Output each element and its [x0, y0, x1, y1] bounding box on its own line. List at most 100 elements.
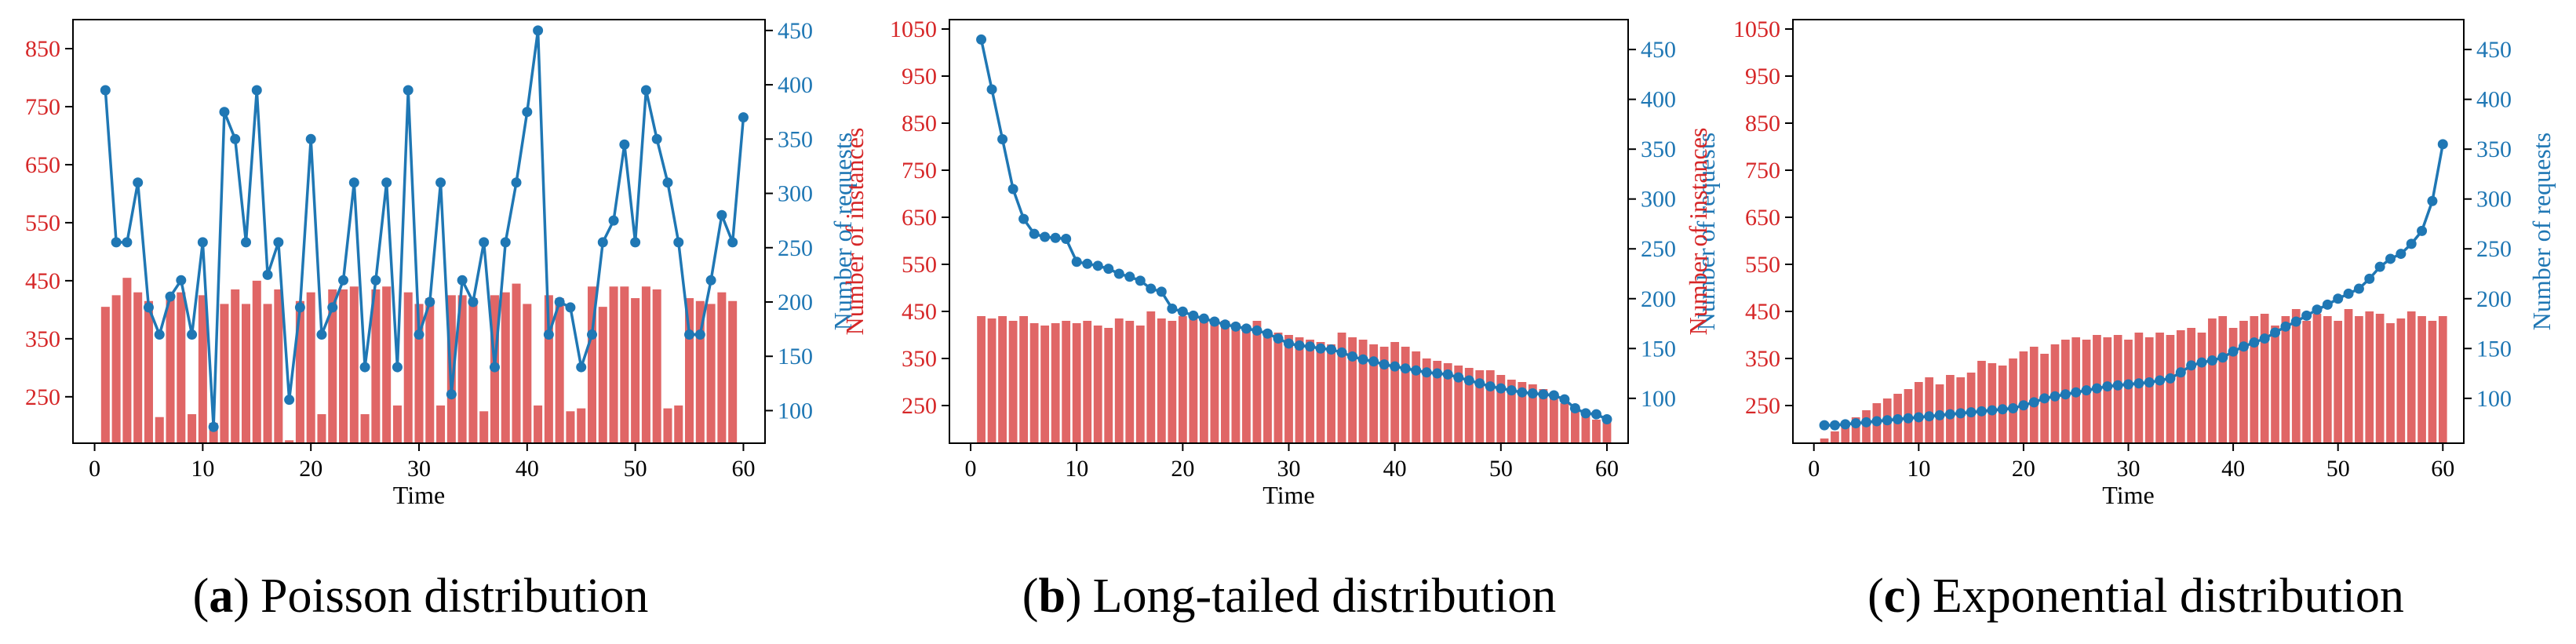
right-y-tick-label: 450 — [2476, 37, 2512, 63]
instance-bar — [1560, 403, 1569, 443]
x-tick-label: 50 — [624, 456, 647, 482]
instance-bar — [2144, 337, 2154, 443]
instance-bar — [1507, 380, 1516, 443]
requests-point — [2364, 273, 2375, 284]
requests-point — [1517, 387, 1528, 398]
requests-point — [1230, 321, 1241, 332]
left-y-tick-label: 350 — [25, 326, 60, 352]
requests-point — [1538, 389, 1549, 400]
requests-point — [133, 177, 144, 188]
instance-bar — [1422, 358, 1431, 443]
requests-point — [262, 269, 273, 280]
requests-point — [2280, 321, 2291, 332]
instance-bar — [2260, 314, 2269, 443]
requests-point — [2353, 283, 2364, 294]
right-y-tick-label: 300 — [778, 181, 813, 207]
requests-point — [651, 133, 662, 144]
requests-point — [2238, 341, 2249, 352]
instance-bar — [231, 289, 240, 443]
left-y-tick-label: 550 — [902, 252, 937, 278]
requests-line — [104, 30, 745, 428]
requests-point — [543, 329, 554, 340]
instance-bar — [349, 286, 359, 443]
right-y-tick-label: 150 — [778, 344, 813, 369]
requests-point — [2155, 375, 2166, 386]
requests-point — [2133, 378, 2144, 389]
instance-bar — [652, 289, 661, 443]
instance-bar — [382, 286, 392, 443]
left-y-tick-label: 450 — [902, 299, 937, 325]
requests-point — [1379, 359, 1390, 370]
instance-bar — [1401, 347, 1410, 443]
instance-bar — [252, 280, 261, 443]
right-y-tick-label: 300 — [1641, 187, 1676, 213]
requests-point — [1294, 340, 1305, 351]
instance-bar — [2323, 316, 2332, 443]
x-tick-label: 0 — [1808, 456, 1820, 482]
left-y-tick-label: 850 — [902, 111, 937, 136]
x-axis-title: Time — [2102, 481, 2154, 509]
requests-point — [424, 297, 435, 307]
requests-point — [1146, 283, 1157, 294]
left-y-tick-label: 450 — [25, 268, 60, 294]
instance-bar — [1051, 323, 1060, 443]
requests-point — [1485, 381, 1496, 392]
caption-open-paren: ( — [1022, 569, 1039, 623]
instance-bar — [1125, 321, 1135, 443]
requests-point — [1819, 420, 1830, 431]
instance-bar — [577, 408, 586, 443]
requests-point — [2018, 400, 2029, 411]
requests-point — [727, 237, 738, 248]
instance-bar — [1433, 361, 1442, 443]
requests-point — [489, 362, 500, 373]
requests-point — [1103, 264, 1114, 275]
instance-bar — [2124, 340, 2133, 443]
instance-bar — [1549, 396, 1558, 443]
requests-point — [2322, 299, 2333, 310]
instance-bar — [468, 298, 478, 443]
requests-point — [2333, 293, 2344, 304]
requests-point — [2144, 377, 2155, 387]
requests-point — [997, 133, 1008, 144]
instance-bar — [2386, 323, 2395, 443]
requests-point — [533, 25, 544, 36]
instance-bar — [1337, 333, 1346, 443]
requests-point — [1442, 369, 1453, 380]
instance-bar — [1348, 337, 1357, 443]
requests-point — [1944, 409, 1955, 420]
requests-point — [576, 362, 587, 373]
instance-bar — [1189, 318, 1198, 443]
requests-point — [2259, 333, 2270, 344]
left-y-tick-label: 350 — [1745, 346, 1780, 372]
instance-bar — [1464, 368, 1474, 443]
requests-point — [1601, 414, 1612, 425]
instance-bar — [392, 405, 402, 443]
requests-point — [208, 421, 219, 432]
instance-bar — [198, 295, 207, 443]
instance-bar — [977, 316, 986, 443]
requests-point — [2050, 391, 2060, 402]
requests-point — [2206, 355, 2217, 366]
instance-bar — [274, 289, 283, 443]
instance-bar — [1831, 431, 1839, 443]
caption-key: b — [1038, 569, 1065, 623]
left-y-tick-label: 250 — [1745, 393, 1780, 419]
requests-point — [1871, 416, 1882, 427]
requests-point — [2123, 379, 2133, 390]
right-y-tick-label: 200 — [1641, 286, 1676, 312]
instance-bar — [306, 292, 315, 443]
requests-point — [2217, 352, 2228, 363]
right-y-tick-label: 250 — [2476, 236, 2512, 262]
requests-point — [2385, 253, 2396, 264]
requests-point — [1092, 260, 1103, 271]
instance-bar — [166, 298, 175, 443]
right-y-axis-title: Number of requests — [2527, 133, 2556, 330]
right-y-tick-label: 450 — [1641, 37, 1676, 63]
requests-point — [1368, 356, 1379, 367]
left-y-tick-label: 550 — [1745, 252, 1780, 278]
instance-bar — [1592, 420, 1601, 443]
instance-bar — [685, 298, 694, 443]
requests-point — [1029, 228, 1040, 239]
x-tick-label: 20 — [1171, 456, 1194, 482]
requests-point — [1421, 367, 1432, 378]
